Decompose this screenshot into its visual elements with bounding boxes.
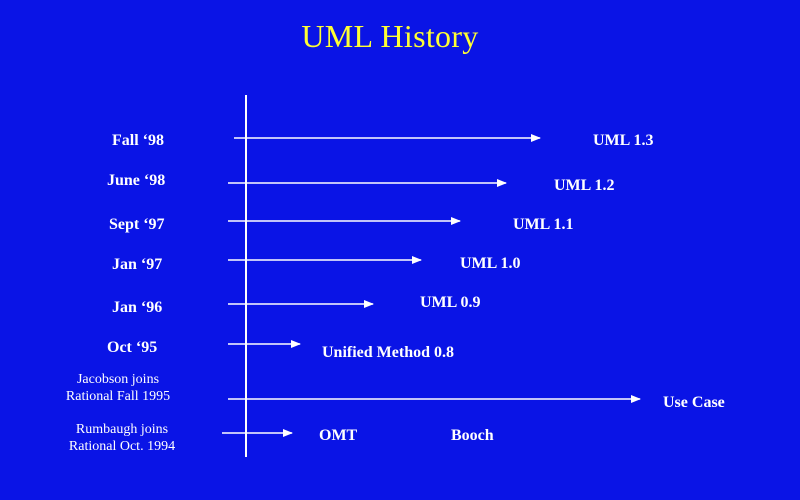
date-label-line: Rumbaugh joins <box>75 422 169 437</box>
date-label: Jan ‘97 <box>112 256 163 273</box>
release-label: Use Case <box>663 394 725 411</box>
release-label: UML 1.1 <box>513 216 574 233</box>
release-label: Unified Method 0.8 <box>322 344 454 361</box>
release-label: UML 0.9 <box>420 294 481 311</box>
date-label-line: Rational Oct. 1994 <box>68 439 176 454</box>
date-label-line: Jacobson joins <box>76 372 160 387</box>
release-label: UML 1.2 <box>554 177 615 194</box>
release-label: OMT <box>319 427 358 444</box>
date-label: June ‘98 <box>107 172 166 189</box>
date-label-rumbaugh: Rumbaugh joins Rational Oct. 1994 <box>52 421 192 455</box>
date-label-line: Rational Fall 1995 <box>65 389 171 404</box>
release-label: Booch <box>451 427 494 444</box>
date-label: Oct ‘95 <box>107 339 158 356</box>
date-label: Jan ‘96 <box>112 299 163 316</box>
date-label-jacobson: Jacobson joins Rational Fall 1995 <box>48 371 188 405</box>
date-label: Sept ‘97 <box>109 216 165 233</box>
slide-title: UML History <box>301 18 479 54</box>
release-label: UML 1.0 <box>460 255 521 272</box>
release-label: UML 1.3 <box>593 132 654 149</box>
date-label: Fall ‘98 <box>112 132 164 149</box>
